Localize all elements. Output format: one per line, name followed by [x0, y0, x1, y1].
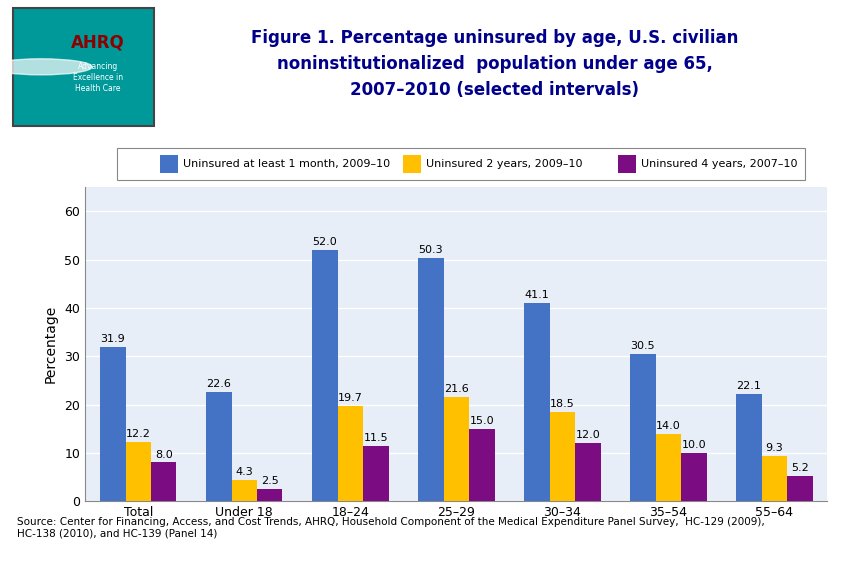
Text: 5.2: 5.2 — [790, 463, 808, 473]
Text: 50.3: 50.3 — [418, 245, 443, 255]
Bar — [232, 480, 256, 501]
FancyBboxPatch shape — [618, 154, 636, 173]
Bar — [574, 443, 600, 501]
Text: 19.7: 19.7 — [337, 393, 362, 403]
Bar — [680, 453, 705, 501]
Text: Advancing
Excellence in
Health Care: Advancing Excellence in Health Care — [73, 62, 123, 93]
Text: 12.2: 12.2 — [126, 429, 151, 439]
Bar — [524, 302, 549, 501]
Text: 15.0: 15.0 — [469, 416, 493, 426]
Text: 12.0: 12.0 — [575, 430, 600, 440]
Bar — [337, 406, 363, 501]
Bar — [630, 354, 655, 501]
Text: AHRQ: AHRQ — [71, 34, 125, 52]
Text: 22.6: 22.6 — [206, 379, 231, 389]
Bar — [735, 395, 761, 501]
Text: 21.6: 21.6 — [443, 384, 469, 394]
Text: Uninsured 2 years, 2009–10: Uninsured 2 years, 2009–10 — [426, 158, 582, 169]
Text: 22.1: 22.1 — [735, 381, 761, 392]
Y-axis label: Percentage: Percentage — [43, 305, 57, 383]
FancyBboxPatch shape — [159, 154, 177, 173]
Bar — [125, 442, 151, 501]
Text: 4.3: 4.3 — [235, 468, 253, 478]
Text: 18.5: 18.5 — [550, 399, 574, 409]
Text: 8.0: 8.0 — [155, 450, 172, 460]
Text: 14.0: 14.0 — [655, 420, 680, 431]
Text: Source: Center for Financing, Access, and Cost Trends, AHRQ, Household Component: Source: Center for Financing, Access, an… — [17, 517, 764, 539]
Circle shape — [0, 59, 92, 75]
Bar — [443, 397, 469, 501]
Text: Figure 1. Percentage uninsured by age, U.S. civilian
noninstitutionalized  popul: Figure 1. Percentage uninsured by age, U… — [250, 29, 738, 99]
Bar — [363, 446, 388, 501]
Text: 41.1: 41.1 — [524, 290, 549, 300]
Text: Uninsured 4 years, 2007–10: Uninsured 4 years, 2007–10 — [641, 158, 797, 169]
Bar — [312, 250, 337, 501]
Text: 30.5: 30.5 — [630, 341, 654, 351]
Text: 52.0: 52.0 — [312, 237, 337, 247]
Bar — [655, 434, 680, 501]
Text: Uninsured at least 1 month, 2009–10: Uninsured at least 1 month, 2009–10 — [182, 158, 389, 169]
Text: 9.3: 9.3 — [764, 444, 782, 453]
Bar — [417, 258, 443, 501]
Bar — [786, 476, 812, 501]
Text: 2.5: 2.5 — [261, 476, 279, 486]
Bar — [100, 347, 125, 501]
Bar — [761, 456, 786, 501]
Text: 11.5: 11.5 — [363, 433, 388, 443]
FancyBboxPatch shape — [13, 8, 153, 126]
Bar — [256, 489, 282, 501]
Bar — [151, 463, 176, 501]
Bar — [206, 392, 232, 501]
FancyBboxPatch shape — [403, 154, 421, 173]
Bar — [549, 412, 574, 501]
Text: 31.9: 31.9 — [101, 334, 125, 344]
Bar — [469, 429, 494, 501]
FancyBboxPatch shape — [117, 148, 803, 180]
Text: 10.0: 10.0 — [681, 440, 705, 450]
